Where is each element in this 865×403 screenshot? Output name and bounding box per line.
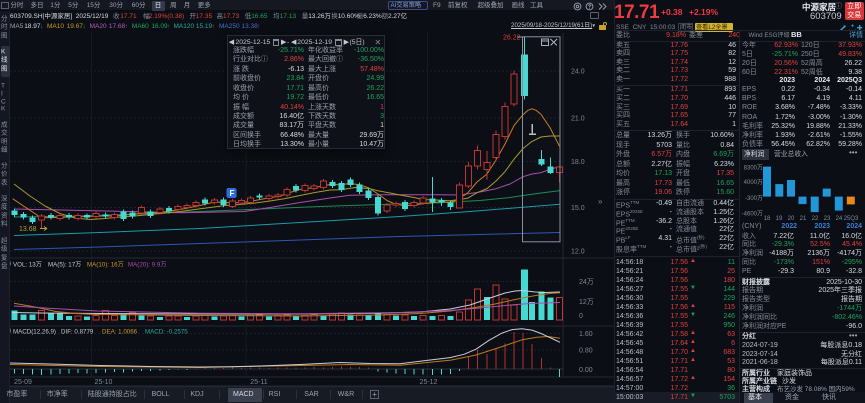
svg-text:-300万: -300万 xyxy=(745,195,763,202)
svg-text:18.0: 18.0 xyxy=(571,159,585,166)
svg-text:DEA: 1.0066: DEA: 1.0066 xyxy=(102,329,138,336)
svg-text:19: 19 xyxy=(776,216,783,222)
svg-text:25-11: 25-11 xyxy=(250,379,267,386)
svg-text:MACD: -0.2575: MACD: -0.2575 xyxy=(145,329,188,336)
svg-text:25-12: 25-12 xyxy=(420,379,438,386)
svg-text:1.60: 1.60 xyxy=(579,331,593,338)
svg-text:0: 0 xyxy=(579,313,583,320)
svg-text:DIF: 0.8779: DIF: 0.8779 xyxy=(61,329,94,336)
svg-text:22: 22 xyxy=(812,216,819,222)
svg-text:12万: 12万 xyxy=(579,298,594,306)
svg-text:MACD(12,26,9): MACD(12,26,9) xyxy=(13,329,56,336)
svg-text:23: 23 xyxy=(824,216,831,222)
svg-text:25Q3: 25Q3 xyxy=(844,216,859,222)
svg-text:24: 24 xyxy=(836,216,843,222)
svg-text:21.0: 21.0 xyxy=(571,116,585,123)
svg-text:18: 18 xyxy=(764,216,771,222)
svg-text:MA(5): 17万: MA(5): 17万 xyxy=(48,262,81,269)
svg-text:0.80: 0.80 xyxy=(579,347,593,354)
svg-text:24万: 24万 xyxy=(579,278,594,286)
svg-text:12.0: 12.0 xyxy=(571,249,585,256)
svg-text:4000万: 4000万 xyxy=(744,179,763,186)
svg-text:26.22: 26.22 xyxy=(503,34,521,41)
svg-text:»: » xyxy=(598,197,603,206)
svg-text:VOL: 13万: VOL: 13万 xyxy=(13,262,42,269)
svg-text:15.0: 15.0 xyxy=(571,205,585,212)
svg-text:25-10: 25-10 xyxy=(95,379,113,386)
svg-text:13.68: 13.68 xyxy=(19,226,37,233)
svg-text:21: 21 xyxy=(800,216,807,222)
svg-text:F: F xyxy=(230,189,235,198)
svg-text:MA(20): 9.9万: MA(20): 9.9万 xyxy=(128,262,167,269)
svg-text:25-09: 25-09 xyxy=(14,379,32,386)
svg-text:24.0: 24.0 xyxy=(571,68,585,75)
svg-text:MA(10): 16万: MA(10): 16万 xyxy=(87,262,124,269)
svg-text:-4600万: -4600万 xyxy=(742,211,763,218)
svg-text:0.00: 0.00 xyxy=(579,367,593,374)
svg-text:20: 20 xyxy=(788,216,795,222)
svg-text:8300万: 8300万 xyxy=(744,165,763,172)
